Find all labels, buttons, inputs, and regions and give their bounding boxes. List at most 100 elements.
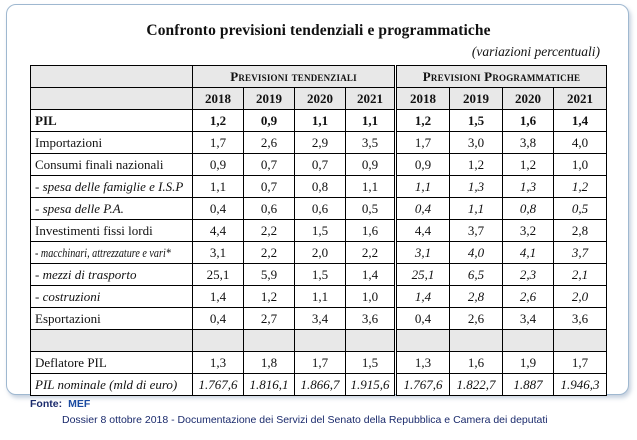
cell: 1.822,7: [449, 373, 503, 396]
year-header: 2020: [294, 87, 346, 110]
cell: 1,1: [294, 285, 346, 308]
table-row-costruzioni: - costruzioni 1,4 1,2 1,1 1,0 1,4 2,8 2,…: [30, 285, 608, 308]
row-label: PIL nominale (mld di euro): [30, 373, 193, 396]
row-label: - spesa delle P.A.: [30, 197, 193, 220]
cell: 1,0: [552, 153, 608, 176]
cell: 2,8: [449, 285, 503, 308]
cell: 0,8: [502, 197, 554, 220]
year-header: 2019: [243, 87, 295, 110]
cell: 4,0: [552, 131, 608, 154]
cell: 0,6: [294, 197, 346, 220]
cell: 3,6: [345, 307, 396, 330]
cell: 1.767,6: [394, 373, 450, 396]
table-row-spesa-famiglie: - spesa delle famiglie e I.S.P 1,1 0,7 0…: [30, 175, 608, 198]
year-header: 2018: [394, 87, 450, 110]
header-empty: [30, 65, 193, 88]
cell: 1,9: [502, 351, 554, 374]
cell: 2,2: [345, 241, 396, 264]
cell: 1,1: [394, 175, 450, 198]
table-row-macchinari: - macchinari, attrezzature e vari* 3,1 2…: [30, 241, 608, 264]
cell: 1,6: [449, 351, 503, 374]
cell: 2,2: [243, 241, 295, 264]
cell: 0,9: [394, 153, 450, 176]
cell: 1,0: [345, 285, 396, 308]
cell: 1,1: [449, 197, 503, 220]
cell: 0,7: [294, 153, 346, 176]
cell: 1.946,3: [552, 373, 608, 396]
row-label: Importazioni: [30, 131, 193, 154]
cell: 1,2: [192, 109, 244, 132]
cell: 0,5: [552, 197, 608, 220]
year-header: 2021: [345, 87, 396, 110]
cell: 2,0: [294, 241, 346, 264]
separator-cell: [192, 329, 244, 352]
cell: 0,4: [394, 307, 450, 330]
table-row-pil-nominale: PIL nominale (mld di euro) 1.767,6 1.816…: [30, 373, 608, 396]
dossier-note: Dossier 8 ottobre 2018 - Documentazione …: [62, 414, 548, 426]
row-label: Investimenti fissi lordi: [30, 219, 193, 242]
cell: 1,7: [394, 131, 450, 154]
cell: 1,3: [449, 175, 503, 198]
cell: 3,7: [552, 241, 608, 264]
separator-cell: [394, 329, 450, 352]
row-label: Esportazioni: [30, 307, 193, 330]
cell: 1,4: [192, 285, 244, 308]
group-programmatiche: Previsioni Programmatiche: [393, 65, 608, 88]
cell: 1,6: [345, 219, 396, 242]
year-header: 2019: [449, 87, 503, 110]
table-row-investimenti: Investimenti fissi lordi 4,4 2,2 1,5 1,6…: [30, 219, 608, 242]
table-row-esportazioni: Esportazioni 0,4 2,7 3,4 3,6 0,4 2,6 3,4…: [30, 307, 608, 330]
table-row-consumi: Consumi finali nazionali 0,9 0,7 0,7 0,9…: [30, 153, 608, 176]
cell: 1,7: [552, 351, 608, 374]
cell: 4,0: [449, 241, 503, 264]
cell: 2,2: [243, 219, 295, 242]
separator-cell: [449, 329, 503, 352]
cell: 4,4: [394, 219, 450, 242]
table-row-trasporto: - mezzi di trasporto 25,1 5,9 1,5 1,4 25…: [30, 263, 608, 286]
cell: 1,1: [294, 109, 346, 132]
cell: 1,2: [394, 109, 450, 132]
page-title: Confronto previsioni tendenziali e progr…: [146, 22, 491, 39]
cell: 0,4: [394, 197, 450, 220]
cell: 3,4: [502, 307, 554, 330]
cell: 1,2: [552, 175, 608, 198]
row-label: - mezzi di trasporto: [30, 263, 193, 286]
cell: 3,0: [449, 131, 503, 154]
cell: 0,4: [192, 197, 244, 220]
cell: 2,9: [294, 131, 346, 154]
cell: 2,1: [552, 263, 608, 286]
cell: 2,7: [243, 307, 295, 330]
cell: 1,1: [345, 109, 396, 132]
cell: 1,8: [243, 351, 295, 374]
cell: 0,6: [243, 197, 295, 220]
source-value: MEF: [68, 398, 91, 410]
cell: 1,4: [345, 263, 396, 286]
cell: 2,6: [449, 307, 503, 330]
cell: 1,3: [502, 175, 554, 198]
header-empty: [30, 87, 193, 110]
cell: 3,5: [345, 131, 396, 154]
table-row-spesa-pa: - spesa delle P.A. 0,4 0,6 0,6 0,5 0,4 1…: [30, 197, 608, 220]
cell: 1,5: [345, 351, 396, 374]
cell: 0,9: [243, 109, 295, 132]
cell: 1,5: [449, 109, 503, 132]
cell: 1,4: [394, 285, 450, 308]
cell: 1.915,6: [345, 373, 396, 396]
cell: 1,7: [192, 131, 244, 154]
row-label: - macchinari, attrezzature e vari*: [35, 244, 171, 260]
group-tendenziali: Previsioni tendenziali: [192, 65, 396, 88]
page-subtitle: (variazioni percentuali): [471, 44, 600, 59]
cell: 2,0: [552, 285, 608, 308]
cell: 3,2: [502, 219, 554, 242]
row-label: PIL: [30, 109, 193, 132]
cell: 2,8: [552, 219, 608, 242]
cell: 3,7: [449, 219, 503, 242]
cell: 0,5: [345, 197, 396, 220]
cell: 5,9: [243, 263, 295, 286]
group-header-row: Previsioni tendenziali Previsioni Progra…: [30, 65, 608, 88]
cell: 1,3: [394, 351, 450, 374]
year-header: 2020: [502, 87, 554, 110]
cell: 1,6: [502, 109, 554, 132]
cell: 1,1: [345, 175, 396, 198]
separator-cell: [243, 329, 295, 352]
